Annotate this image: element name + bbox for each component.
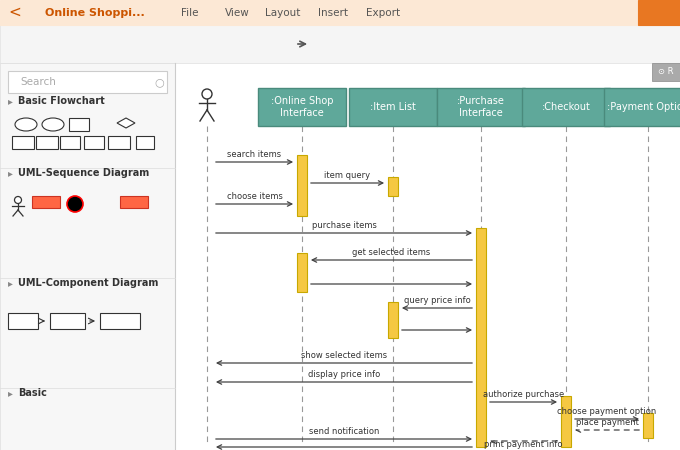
Text: query price info: query price info bbox=[404, 296, 471, 305]
Text: Search: Search bbox=[20, 77, 56, 87]
Text: ▸: ▸ bbox=[8, 388, 13, 398]
Text: Layout: Layout bbox=[265, 8, 301, 18]
Circle shape bbox=[67, 196, 83, 212]
Text: choose payment option: choose payment option bbox=[558, 407, 657, 416]
Text: search items: search items bbox=[227, 150, 282, 159]
Polygon shape bbox=[117, 118, 135, 128]
Text: <: < bbox=[9, 5, 21, 20]
Text: choose items: choose items bbox=[226, 192, 282, 201]
Text: ▸: ▸ bbox=[8, 168, 13, 178]
Bar bbox=[100, 313, 140, 329]
Text: send notification: send notification bbox=[309, 427, 379, 436]
Bar bbox=[175, 63, 680, 450]
Bar bbox=[36, 136, 58, 149]
Bar bbox=[108, 136, 130, 149]
Text: ⊙ R: ⊙ R bbox=[658, 68, 674, 76]
Bar bbox=[84, 136, 104, 149]
Bar bbox=[297, 155, 307, 216]
Text: show selected items: show selected items bbox=[301, 351, 387, 360]
Bar bbox=[0, 0, 680, 25]
Bar bbox=[0, 63, 175, 450]
Text: UML-Component Diagram: UML-Component Diagram bbox=[18, 278, 158, 288]
Text: ○: ○ bbox=[154, 77, 164, 87]
Text: place payment: place payment bbox=[575, 418, 639, 427]
Bar bbox=[652, 63, 680, 81]
Bar bbox=[8, 313, 38, 329]
Text: File: File bbox=[182, 8, 199, 18]
Text: Export: Export bbox=[366, 8, 400, 18]
Bar bbox=[522, 88, 610, 126]
Bar bbox=[388, 302, 398, 338]
Bar bbox=[69, 118, 89, 131]
Text: purchase items: purchase items bbox=[311, 221, 377, 230]
Text: :Purchase
Interface: :Purchase Interface bbox=[457, 96, 505, 118]
Text: :Checkout: :Checkout bbox=[541, 102, 590, 112]
Bar bbox=[12, 136, 34, 149]
Bar bbox=[561, 396, 571, 447]
Text: Basic: Basic bbox=[18, 388, 47, 398]
Text: UML-Sequence Diagram: UML-Sequence Diagram bbox=[18, 168, 149, 178]
Bar bbox=[120, 196, 148, 208]
Text: View: View bbox=[224, 8, 250, 18]
Text: authorize purchase: authorize purchase bbox=[483, 390, 564, 399]
Text: :Item List: :Item List bbox=[370, 102, 416, 112]
Bar bbox=[32, 196, 60, 208]
Text: Insert: Insert bbox=[318, 8, 348, 18]
Text: ▸: ▸ bbox=[8, 278, 13, 288]
Text: :Online Shop
Interface: :Online Shop Interface bbox=[271, 96, 333, 118]
Text: :Payment Option: :Payment Option bbox=[607, 102, 680, 112]
Bar bbox=[349, 88, 437, 126]
Ellipse shape bbox=[15, 118, 37, 131]
Bar bbox=[258, 88, 346, 126]
Bar bbox=[437, 88, 525, 126]
Circle shape bbox=[14, 197, 22, 203]
Bar bbox=[297, 253, 307, 292]
Circle shape bbox=[202, 89, 212, 99]
Bar bbox=[50, 313, 85, 329]
Bar bbox=[0, 25, 680, 63]
Bar bbox=[136, 136, 154, 149]
Bar bbox=[8, 71, 167, 93]
Ellipse shape bbox=[42, 118, 64, 131]
Text: print payment info: print payment info bbox=[484, 440, 563, 449]
Text: display price info: display price info bbox=[308, 370, 380, 379]
Text: item query: item query bbox=[324, 171, 371, 180]
Bar bbox=[476, 228, 486, 447]
Text: get selected items: get selected items bbox=[352, 248, 430, 257]
Bar bbox=[388, 177, 398, 196]
Text: Online Shoppi...: Online Shoppi... bbox=[45, 8, 145, 18]
Bar bbox=[60, 136, 80, 149]
Text: Basic Flowchart: Basic Flowchart bbox=[18, 96, 105, 106]
Bar bbox=[638, 0, 680, 25]
Bar bbox=[643, 413, 653, 438]
Bar bbox=[604, 88, 680, 126]
Text: ▸: ▸ bbox=[8, 96, 13, 106]
